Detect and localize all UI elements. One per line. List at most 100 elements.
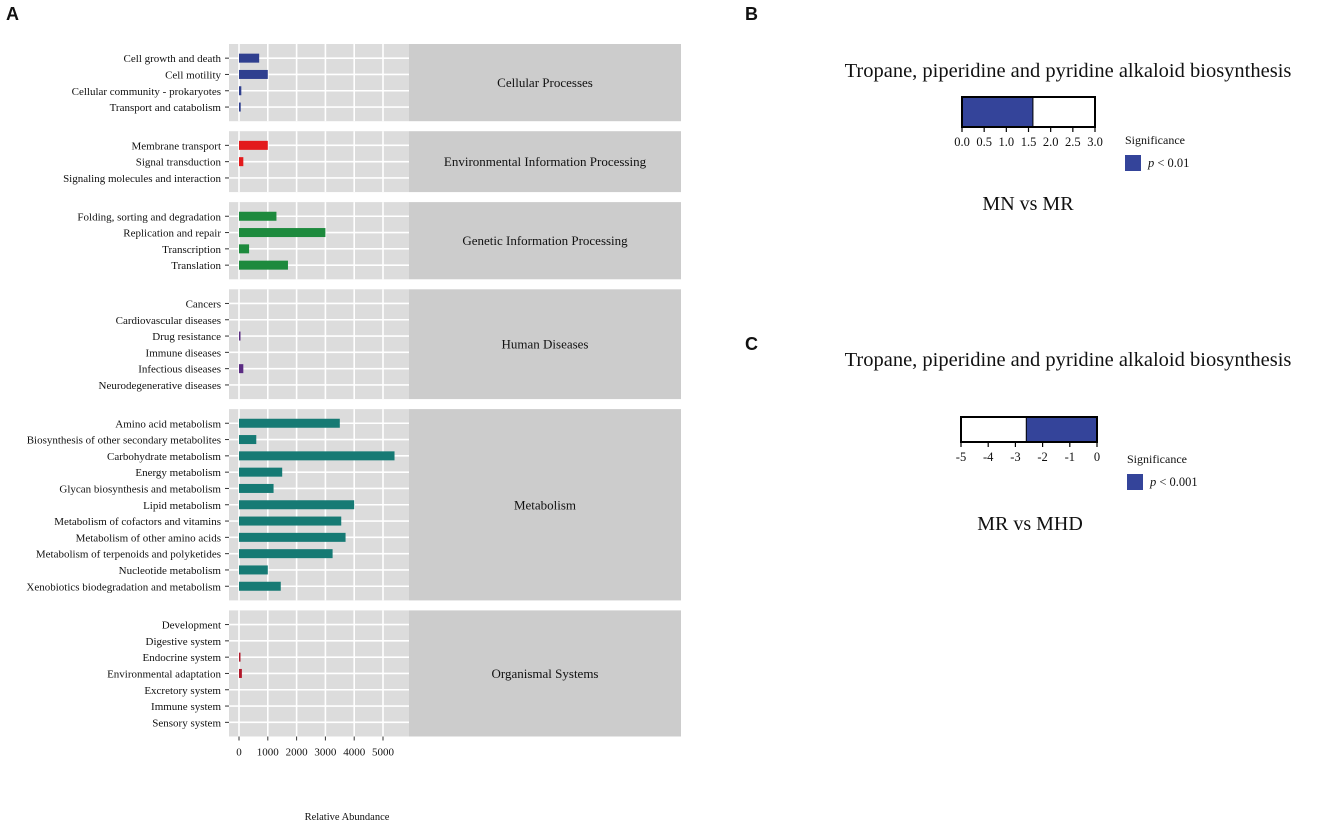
panel-c-legend-label: p < 0.001 [1149,475,1198,489]
panel-c-legend-p: p [1149,475,1156,489]
panel-a-category-label-sensory-system: Sensory system [152,717,221,729]
panel-a-category-label-carbohydrate-metabolism: Carbohydrate metabolism [107,451,221,463]
panel-c-legend-threshold: < 0.001 [1156,475,1197,489]
panel-a-facet-metabolism-strip [409,409,681,601]
panel-a-category-label-energy-metabolism: Energy metabolism [135,467,221,479]
panel-a-category-label-signaling-molecules-and-interaction: Signaling molecules and interaction [63,173,221,185]
panel-a-bar-biosynthesis-of-other-secondary-metabolites [239,435,257,445]
panel-a-group-label-genetic-information-processing: Genetic Information Processing [462,233,628,248]
panel-a-bar-metabolism-of-terpenoids-and-polyketides [239,549,333,559]
panel-a-category-label-cardiovascular-diseases: Cardiovascular diseases [116,315,221,327]
panel-b-x-tick-label-4: 2.0 [1043,135,1059,149]
panel-a-bar-carbohydrate-metabolism [239,451,395,461]
panel-b-x-tick-label-5: 2.5 [1065,135,1081,149]
panel-a-category-label-cellular-community-prokaryotes: Cellular community - prokaryotes [72,86,221,98]
panel-b-x-tick-label-3: 1.5 [1021,135,1037,149]
panel-b-plot-area: 0.0 0.5 1.0 1.5 2.0 2.5 3.0 [954,96,1103,149]
panel-a-category-label-folding-sorting-and-degradation: Folding, sorting and degradation [77,211,221,223]
panel-a-facet-genetic-information-processing-strip [409,202,681,280]
panel-c-x-tick-label-1: -4 [983,450,994,464]
panel-a-kegg-abundance-chart: Cellular Processes Cell growth and death C… [26,44,681,759]
panel-a-bar-metabolism-of-other-amino-acids [239,532,346,542]
panel-c-mr-vs-mhd-chart: Tropane, piperidine and pyridine alkaloi… [845,349,1292,535]
panel-a-bar-membrane-transport [239,140,268,150]
panel-b-legend-title: Significance [1125,133,1185,147]
panel-a-bar-endocrine-system [239,652,241,662]
panel-a-x-tick-label-4: 4000 [343,747,366,759]
panel-a-category-label-metabolism-of-terpenoids-and-polyketides: Metabolism of terpenoids and polyketides [36,549,221,561]
panel-b-legend-threshold: < 0.01 [1154,156,1189,170]
panel-a-category-label-biosynthesis-of-other-secondary-metabolites: Biosynthesis of other secondary metaboli… [27,435,221,447]
panel-a-category-label-lipid-metabolism: Lipid metabolism [143,500,221,512]
panel-c-bar [1025,416,1098,443]
panel-a-category-label-digestive-system: Digestive system [146,636,222,648]
panel-b-mn-vs-mr-chart: Tropane, piperidine and pyridine alkaloi… [845,60,1292,215]
panel-a-category-label-glycan-biosynthesis-and-metabolism: Glycan biosynthesis and metabolism [59,483,221,495]
panel-a-group-label-metabolism: Metabolism [514,497,576,512]
panel-a-x-axis-title: Relative Abundance [305,812,390,823]
panel-a-category-label-cell-growth-and-death: Cell growth and death [124,53,222,65]
panel-b-bar [961,96,1034,128]
panel-a-bar-drug-resistance [239,331,241,341]
panel-a-facet-environmental-information-processing-strip [409,131,681,193]
panel-a-category-label-replication-and-repair: Replication and repair [123,228,221,240]
panel-a-x-tick-label-3: 3000 [314,747,337,759]
panel-a-bar-energy-metabolism [239,467,283,477]
panel-a-bar-replication-and-repair [239,228,326,238]
panel-a-bar-metabolism-of-cofactors-and-vitamins [239,516,342,526]
panel-a-bar-cell-growth-and-death [239,53,260,63]
panel-a-category-label-immune-system: Immune system [151,701,221,713]
panel-a-bar-translation [239,260,288,270]
panel-a-bar-cell-motility [239,69,268,79]
panel-a-category-label-metabolism-of-cofactors-and-vitamins: Metabolism of cofactors and vitamins [54,516,221,528]
panel-a-bar-transport-and-catabolism [239,102,241,112]
panel-a-category-label-infectious-diseases: Infectious diseases [138,364,221,376]
panel-b-legend-swatch [1125,155,1141,171]
panel-a-category-label-environmental-adaptation: Environmental adaptation [107,668,221,680]
panel-c-comparison-label: MR vs MHD [977,513,1083,535]
panel-c-x-tick-label-2: -3 [1010,450,1020,464]
panel-a-x-tick-label-5: 5000 [372,747,395,759]
panel-a-group-label-human-diseases: Human Diseases [501,337,588,352]
panel-a-bar-nucleotide-metabolism [239,565,268,575]
panel-a-bar-infectious-diseases [239,364,244,374]
panel-b-x-tick-label-0: 0.0 [954,135,970,149]
panel-a-facet-human-diseases-strip [409,289,681,400]
panel-a-bar-cellular-community-prokaryotes [239,86,242,96]
panel-a-category-label-nucleotide-metabolism: Nucleotide metabolism [119,565,222,577]
panel-a-bar-signal-transduction [239,157,244,167]
panel-b-legend-p: p [1147,156,1154,170]
panel-a-x-tick-label-2: 2000 [286,747,309,759]
panel-a-category-label-amino-acid-metabolism: Amino acid metabolism [115,418,221,430]
panel-c-title: Tropane, piperidine and pyridine alkaloi… [845,349,1292,371]
panel-c-plot-area: -5 -4 -3 -2 -1 0 [956,416,1100,464]
panel-c-legend-title: Significance [1127,452,1187,466]
panel-c-x-tick-label-5: 0 [1094,450,1100,464]
panel-a-bar-lipid-metabolism [239,500,355,510]
panel-a-group-label-organismal-systems: Organismal Systems [491,666,598,681]
panel-a-category-label-development: Development [162,620,221,632]
panel-a-x-tick-label-0: 0 [236,747,242,759]
panel-a-bar-transcription [239,244,250,254]
panel-c-legend-swatch [1127,474,1143,490]
panel-a-facet-human-diseases-background [229,289,409,400]
panel-a-category-label-transcription: Transcription [162,244,221,256]
panel-a-bar-environmental-adaptation [239,668,242,678]
panel-c-frame [960,416,1098,443]
panel-a-category-label-drug-resistance: Drug resistance [152,331,221,343]
panel-a-category-label-excretory-system: Excretory system [144,685,221,697]
panel-a-category-label-membrane-transport: Membrane transport [132,140,222,152]
panel-a-group-label-environmental-information-processing: Environmental Information Processing [444,154,647,169]
panel-a-category-label-transport-and-catabolism: Transport and catabolism [110,102,222,114]
panel-a-category-label-xenobiotics-biodegradation-and-metabolism: Xenobiotics biodegradation and metabolis… [26,581,221,593]
panel-a-category-label-translation: Translation [171,260,221,272]
panel-a-bar-amino-acid-metabolism [239,418,340,428]
panel-a-bar-xenobiotics-biodegradation-and-metabolism [239,581,281,591]
panel-a-category-label-cancers: Cancers [186,298,221,310]
panel-a-bar-glycan-biosynthesis-and-metabolism [239,483,274,493]
panel-a-facet-organismal-systems-strip [409,610,681,737]
panel-b-x-tick-label-2: 1.0 [999,135,1015,149]
panel-a-group-label-cellular-processes: Cellular Processes [497,75,593,90]
panel-a-category-label-cell-motility: Cell motility [165,69,221,81]
panel-label-c: C [745,334,758,354]
